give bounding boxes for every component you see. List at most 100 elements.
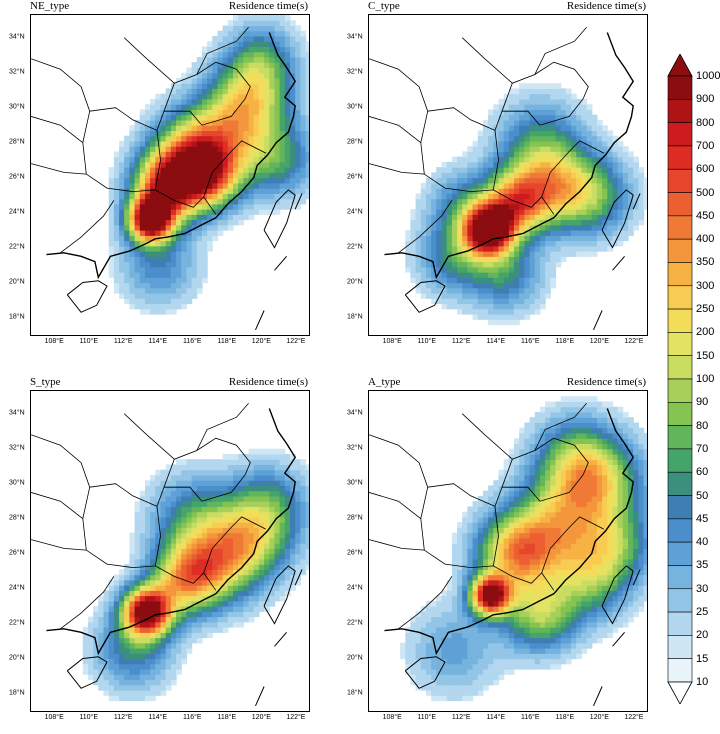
colorbar-label: 250 — [696, 303, 714, 315]
panel-subtitle: Residence time(s) — [229, 376, 308, 388]
lat-tick-label: 34°N — [9, 409, 25, 416]
colorbar-swatch — [668, 635, 692, 658]
panel-title: NE_type — [30, 0, 69, 12]
colorbar-swatch — [668, 589, 692, 612]
panel-title: C_type — [368, 0, 400, 12]
province-border — [124, 38, 174, 83]
map-panel-a: A_type Residence time(s) 34°N 32°N 30°N 28°N 2… — [346, 376, 646, 731]
province-border — [124, 414, 174, 460]
lat-tick-label: 32°N — [9, 444, 25, 451]
map-area — [30, 390, 310, 712]
lat-tick-label: 34°N — [9, 33, 25, 40]
lat-tick-label: 24°N — [347, 208, 363, 215]
colorbar-label: 25 — [696, 606, 708, 618]
lon-tick-label: 116°E — [183, 714, 202, 721]
lon-tick-label: 114°E — [486, 714, 505, 721]
lon-tick-label: 122°E — [286, 714, 305, 721]
lon-tick-label: 110°E — [79, 714, 98, 721]
lon-tick-label: 110°E — [417, 338, 436, 345]
lon-tick-label: 120°E — [252, 338, 271, 345]
colorbar-swatch — [668, 449, 692, 472]
lon-tick-label: 118°E — [556, 714, 575, 721]
offshore-feature — [256, 687, 265, 706]
colorbar-swatch — [668, 659, 692, 682]
colorbar-swatch — [668, 146, 692, 169]
lat-tick-label: 22°N — [9, 243, 25, 250]
lat-tick-label: 22°N — [9, 619, 25, 626]
lon-tick-label: 108°E — [383, 714, 402, 721]
lon-tick-label: 118°E — [218, 338, 237, 345]
lon-tick-label: 110°E — [417, 714, 436, 721]
lat-tick-label: 18°N — [347, 313, 363, 320]
lon-tick-label: 120°E — [590, 338, 609, 345]
map-area — [368, 14, 648, 336]
colorbar-max-triangle — [668, 54, 692, 76]
lon-tick-label: 114°E — [148, 714, 167, 721]
colorbar-swatch — [668, 123, 692, 146]
lat-tick-label: 18°N — [9, 689, 25, 696]
province-border — [369, 116, 421, 142]
panel-title: A_type — [368, 376, 400, 388]
colorbar-label: 45 — [696, 513, 708, 525]
colorbar-swatch — [668, 239, 692, 262]
colorbar-swatch — [668, 99, 692, 122]
colorbar-swatch — [668, 402, 692, 425]
offshore-feature — [256, 311, 265, 330]
lat-tick-label: 20°N — [347, 278, 363, 285]
colorbar-label: 40 — [696, 536, 708, 548]
colorbar-label: 200 — [696, 326, 714, 338]
lat-tick-label: 28°N — [9, 514, 25, 521]
density-grid — [83, 449, 309, 701]
lat-tick-label: 18°N — [347, 689, 363, 696]
offshore-feature — [613, 256, 625, 270]
lon-tick-label: 112°E — [452, 338, 471, 345]
lat-tick-label: 32°N — [9, 68, 25, 75]
lon-tick-label: 118°E — [218, 714, 237, 721]
map-area — [368, 390, 648, 712]
colorbar-swatch — [668, 193, 692, 216]
lat-tick-label: 26°N — [347, 549, 363, 556]
density-grid — [400, 396, 647, 701]
colorbar-label: 1000 — [696, 70, 720, 82]
lat-tick-label: 20°N — [9, 654, 25, 661]
lat-tick-label: 28°N — [347, 514, 363, 521]
lon-tick-label: 116°E — [521, 338, 540, 345]
colorbar-swatch — [668, 472, 692, 495]
lat-tick-label: 30°N — [9, 103, 25, 110]
colorbar-label: 10 — [696, 676, 708, 688]
colorbar-min-triangle — [668, 682, 692, 704]
colorbar-label: 30 — [696, 583, 708, 595]
province-border — [369, 435, 428, 550]
colorbar-label: 400 — [696, 233, 714, 245]
offshore-feature — [613, 632, 625, 646]
lon-tick-label: 122°E — [624, 714, 643, 721]
lat-tick-label: 26°N — [9, 173, 25, 180]
lon-tick-label: 108°E — [383, 338, 402, 345]
lon-tick-label: 118°E — [556, 338, 575, 345]
colorbar-label: 150 — [696, 350, 714, 362]
lat-tick-label: 18°N — [9, 313, 25, 320]
colorbar-swatch — [668, 262, 692, 285]
province-border — [31, 492, 83, 518]
colorbar-label: 60 — [696, 466, 708, 478]
density-grid — [405, 83, 647, 325]
panel-subtitle: Residence time(s) — [229, 0, 308, 12]
lat-tick-label: 24°N — [347, 584, 363, 591]
colorbar: 1000 900 800 700 600 500 450 400 350 300 250 200 150… — [664, 54, 720, 704]
colorbar-label: 70 — [696, 443, 708, 455]
colorbar-label: 80 — [696, 420, 708, 432]
lat-tick-label: 30°N — [347, 103, 363, 110]
panel-subtitle: Residence time(s) — [567, 376, 646, 388]
lon-tick-label: 116°E — [521, 714, 540, 721]
colorbar-swatch — [668, 332, 692, 355]
colorbar-swatch — [668, 542, 692, 565]
colorbar-swatch — [668, 519, 692, 542]
lat-tick-label: 34°N — [347, 409, 363, 416]
lon-tick-label: 108°E — [45, 714, 64, 721]
lon-tick-label: 114°E — [486, 338, 505, 345]
colorbar-label: 600 — [696, 163, 714, 175]
colorbar-swatch — [668, 612, 692, 635]
lat-tick-label: 28°N — [347, 138, 363, 145]
offshore-feature — [275, 632, 287, 646]
province-border — [462, 38, 512, 83]
